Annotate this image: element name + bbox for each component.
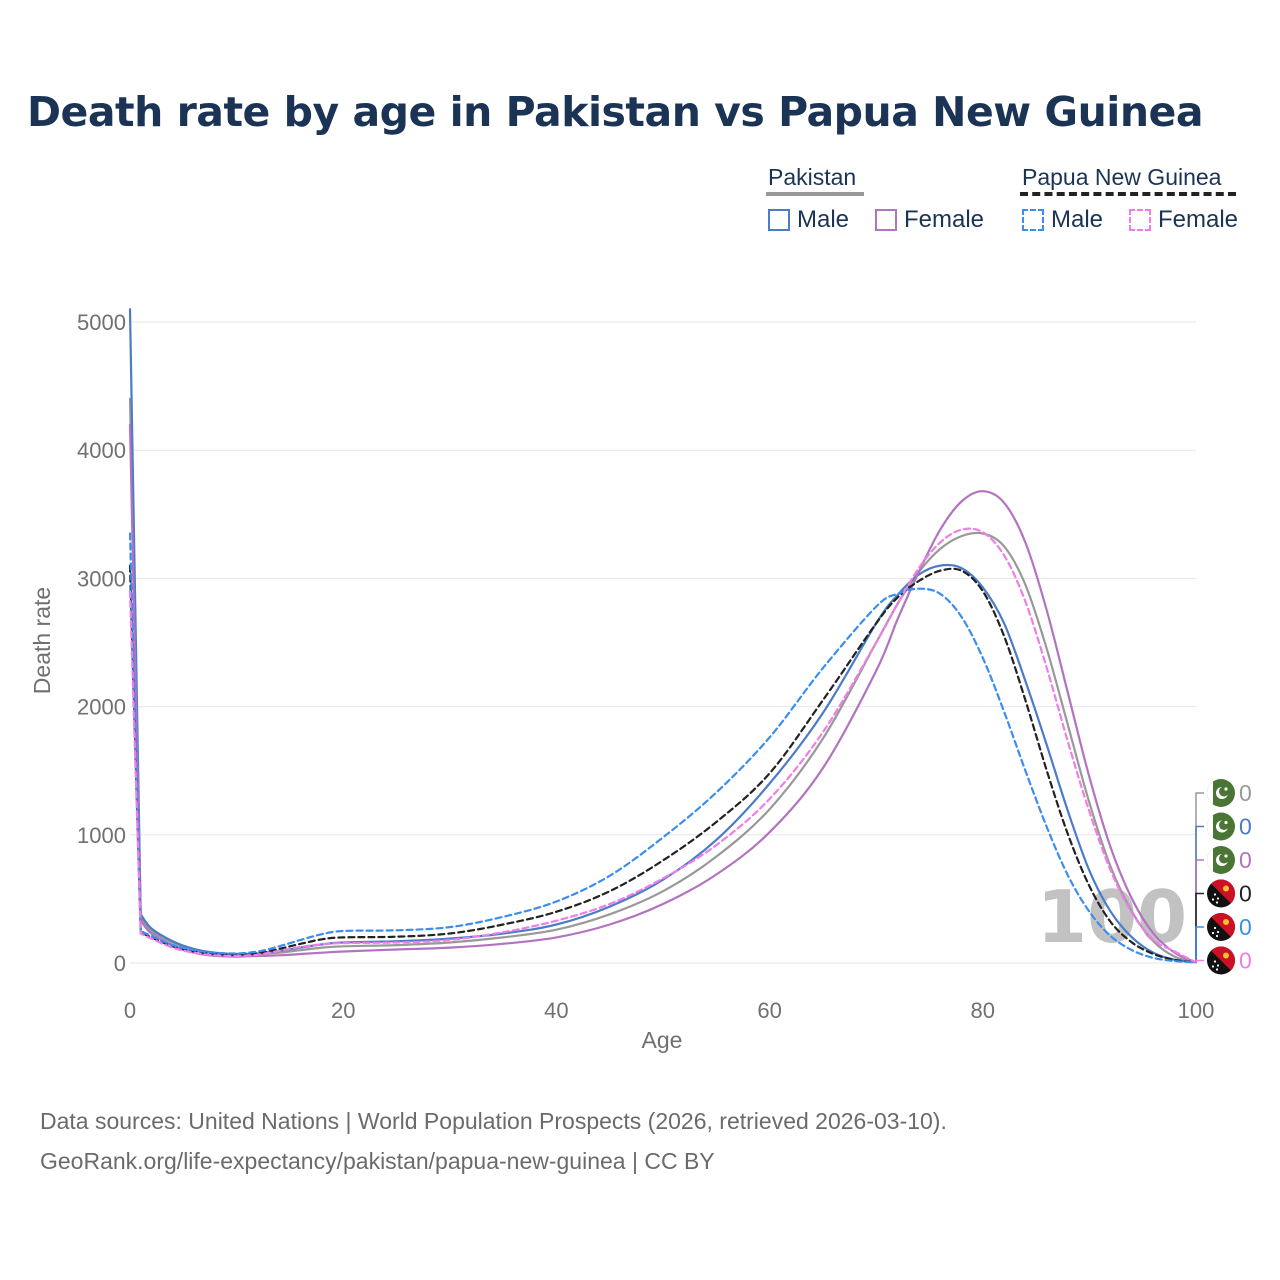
end-labels: 0 0 0 0 0 0 (1195, 779, 1252, 975)
flag-star (1211, 898, 1215, 901)
pakistan-flag-icon (1207, 846, 1235, 874)
flag-crescent-inner (1219, 853, 1229, 864)
legend-swatch-png-male (1022, 209, 1044, 231)
flag-stripe (1207, 779, 1213, 807)
flag-stripe (1207, 812, 1213, 841)
end-label-value: 0 (1239, 847, 1252, 873)
legend-swatch-png-female (1129, 209, 1151, 231)
legend-item-png-male[interactable]: Male (1022, 206, 1103, 234)
end-label-connector (1195, 959, 1204, 963)
end-label-value: 0 (1239, 914, 1252, 940)
pakistan-flag-icon (1207, 779, 1235, 807)
flag-bird (1223, 885, 1229, 892)
flag-star (1216, 897, 1220, 900)
png-flag-icon (1207, 946, 1235, 975)
x-tick-label: 0 (124, 998, 136, 1023)
flag-crescent-inner (1219, 820, 1229, 830)
x-axis-title: Age (642, 1027, 683, 1053)
axis-layer: 0 1000 2000 3000 4000 5000 0 20 40 60 80 100 Age Deat… (29, 310, 1214, 1053)
png-flag-icon (1207, 913, 1235, 941)
flag-star (1211, 931, 1215, 935)
flag-bird (1223, 919, 1229, 925)
legend-group-png-title: Papua New Guinea (1022, 164, 1222, 190)
flag-star (1215, 968, 1219, 971)
end-label-connector (1195, 892, 1204, 963)
y-tick-label: 2000 (77, 695, 126, 720)
legend-group-pakistan-title: Pakistan (768, 164, 857, 190)
series-line-papua-new-guinea-total[interactable] (128, 564, 1198, 964)
flag-star (1213, 893, 1217, 896)
flag-crescent-inner (1219, 786, 1229, 797)
flag-stripe (1207, 846, 1213, 874)
flag-star (1213, 926, 1217, 930)
x-tick-label: 60 (757, 998, 781, 1023)
x-tick-label: 40 (544, 998, 568, 1023)
flag-star (1215, 934, 1219, 938)
source-line-2: GeoRank.org/life-expectancy/pakistan/pap… (40, 1148, 715, 1174)
png-flag-icon (1207, 879, 1235, 908)
y-tick-label: 0 (114, 951, 126, 976)
x-tick-label: 20 (331, 998, 355, 1023)
flag-star (1216, 930, 1220, 934)
legend-item-png-female[interactable]: Female (1129, 206, 1238, 234)
legend-group-png-line (1020, 192, 1236, 196)
series-line-pakistan-male[interactable] (128, 308, 1198, 964)
y-tick-label: 3000 (77, 566, 126, 591)
source-line-1: Data sources: United Nations | World Pop… (40, 1108, 947, 1134)
legend-swatch-pakistan-female (875, 209, 897, 231)
y-tick-label: 5000 (77, 310, 126, 335)
flag-star (1224, 787, 1228, 791)
flag-star (1213, 960, 1217, 963)
flag-star (1215, 901, 1219, 904)
end-label-connector (1195, 825, 1204, 963)
grid-layer (130, 321, 1196, 964)
flag-bird (1223, 952, 1229, 959)
y-axis-title: Death rate (29, 587, 55, 694)
x-tick-label: 100 (1178, 998, 1215, 1023)
end-label-value: 0 (1239, 780, 1252, 806)
end-label-4: 0 (1195, 913, 1252, 963)
end-label-connector (1195, 859, 1204, 963)
y-tick-label: 1000 (77, 823, 126, 848)
y-tick-label: 4000 (77, 438, 126, 463)
chart-title: Death rate by age in Pakistan vs Papua N… (27, 88, 1204, 136)
legend-label-pakistan-female: Female (904, 206, 985, 233)
series-line-papua-new-guinea-male[interactable] (128, 532, 1198, 964)
legend-item-pakistan-female[interactable]: Female (875, 206, 984, 234)
pakistan-flag-icon (1207, 812, 1235, 841)
legend-item-pakistan-male[interactable]: Male (768, 206, 849, 234)
legend-group-pakistan-line (766, 192, 864, 196)
legend-label-png-male: Male (1051, 206, 1104, 233)
flag-star (1216, 964, 1220, 967)
end-label-connector (1195, 926, 1204, 963)
x-tick-label: 80 (971, 998, 995, 1023)
end-label-value: 0 (1239, 814, 1252, 840)
end-label-1: 0 (1195, 812, 1252, 963)
end-label-connector (1195, 792, 1204, 963)
end-label-value: 0 (1239, 948, 1252, 974)
legend-swatch-pakistan-male (768, 209, 790, 231)
end-label-value: 0 (1239, 881, 1252, 907)
legend-label-pakistan-male: Male (797, 206, 850, 233)
series-line-papua-new-guinea-female[interactable] (128, 527, 1198, 964)
legend-label-png-female: Female (1158, 206, 1239, 233)
series-line-pakistan-female[interactable] (128, 423, 1198, 964)
end-label-5: 0 (1195, 946, 1252, 975)
end-label-2: 0 (1195, 846, 1252, 963)
flag-star (1211, 965, 1215, 968)
flag-star (1224, 854, 1228, 858)
series-layer (128, 308, 1198, 964)
end-label-0: 0 (1195, 779, 1252, 963)
flag-star (1224, 820, 1228, 825)
